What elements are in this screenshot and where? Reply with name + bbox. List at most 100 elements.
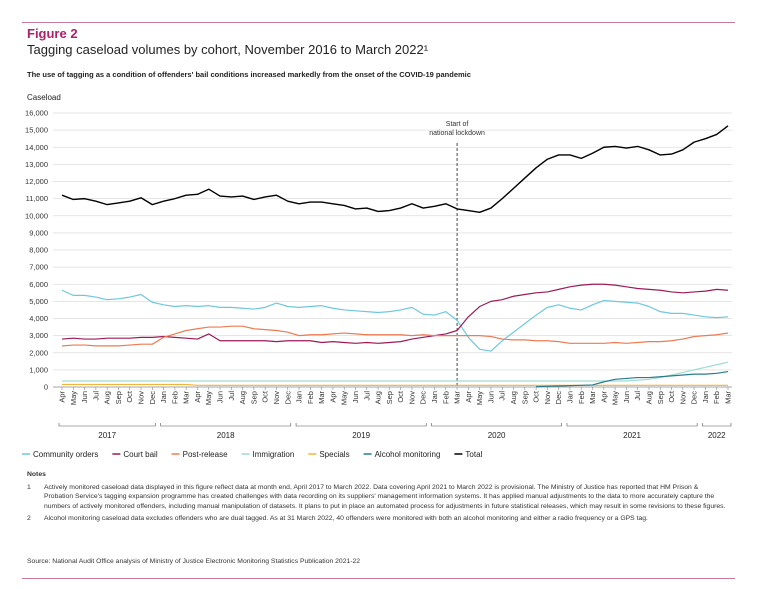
legend-label: Alcohol monitoring — [375, 450, 441, 459]
x-tick-label: Jul — [91, 391, 100, 401]
x-tick-label: Dec — [554, 391, 563, 405]
x-tick-label: Mar — [182, 391, 191, 404]
series-line — [61, 125, 729, 214]
year-bracket — [160, 423, 292, 427]
series-line — [62, 383, 728, 386]
year-bracket — [702, 423, 732, 427]
year-bracket — [58, 423, 156, 427]
series-line — [61, 289, 729, 352]
x-tick-label: Apr — [464, 390, 473, 402]
x-tick-label: Feb — [577, 391, 586, 404]
figure-label: Figure 2 — [27, 26, 78, 41]
y-tick-label: 7,000 — [29, 263, 48, 272]
top-rule — [22, 22, 735, 23]
y-tick-label: 6,000 — [29, 280, 48, 289]
year-bracket — [295, 423, 427, 427]
x-tick-label: Nov — [678, 391, 687, 405]
x-tick-label: Jan — [295, 391, 304, 403]
x-tick-label: Aug — [374, 391, 383, 404]
x-tick-label: Feb — [712, 391, 721, 404]
x-tick-label: Sep — [520, 391, 529, 404]
x-tick-label: Oct — [125, 390, 134, 403]
x-tick-label: Mar — [724, 391, 733, 404]
notes: Notes 1 Actively monitored caseload data … — [27, 470, 727, 527]
y-tick-label: 8,000 — [29, 246, 48, 255]
y-tick-label: 9,000 — [29, 228, 48, 237]
y-tick-label: 2,000 — [29, 348, 48, 357]
annotation: national lockdown — [429, 130, 485, 137]
x-tick-label: Nov — [543, 391, 552, 405]
x-tick-label: Jun — [486, 391, 495, 403]
series-line — [62, 361, 729, 382]
x-tick-label: Aug — [644, 391, 653, 404]
series-line — [536, 370, 729, 388]
chart-subtitle: The use of tagging as a condition of off… — [27, 70, 471, 79]
year-label: 2017 — [98, 431, 116, 440]
y-tick-label: 0 — [44, 383, 48, 392]
year-bracket — [431, 423, 562, 427]
x-tick-label: Dec — [419, 391, 428, 405]
x-tick-label: Sep — [656, 391, 665, 404]
x-tick-label: Aug — [103, 391, 112, 404]
x-tick-label: Apr — [58, 390, 67, 402]
x-tick-label: Aug — [238, 391, 247, 404]
x-tick-label: Jul — [498, 391, 507, 401]
year-label: 2022 — [708, 431, 726, 440]
notes-heading: Notes — [27, 471, 46, 478]
x-tick-label: Mar — [317, 391, 326, 404]
x-tick-label: Jun — [216, 391, 225, 403]
y-tick-label: 15,000 — [25, 126, 48, 135]
x-tick-label: Apr — [599, 390, 608, 402]
y-tick-label: 11,000 — [26, 194, 48, 203]
year-label: 2020 — [488, 431, 506, 440]
x-tick-label: Nov — [407, 391, 416, 405]
legend-label: Total — [465, 450, 482, 459]
x-tick-label: Mar — [588, 391, 597, 404]
note-number: 1 — [27, 483, 31, 491]
note-text: Alcohol monitoring caseload data exclude… — [44, 515, 648, 522]
note-number: 2 — [27, 515, 31, 522]
year-label: 2021 — [623, 431, 641, 440]
annotation: Start of — [446, 121, 469, 128]
bottom-rule — [22, 578, 735, 579]
x-tick-label: Oct — [667, 390, 676, 403]
x-tick-label: Oct — [396, 390, 405, 403]
y-tick-label: 13,000 — [25, 160, 48, 169]
y-tick-label: 4,000 — [29, 314, 48, 323]
y-axis-label: Caseload — [27, 93, 61, 102]
legend-label: Community orders — [33, 450, 98, 459]
x-tick-label: Feb — [441, 391, 450, 404]
x-tick-label: Jul — [227, 391, 236, 401]
x-tick-label: May — [340, 391, 349, 405]
x-tick-label: Feb — [306, 391, 315, 404]
source: Source: National Audit Office analysis o… — [27, 558, 361, 565]
x-tick-label: Oct — [261, 390, 270, 403]
x-tick-label: Sep — [385, 391, 394, 404]
y-tick-label: 12,000 — [25, 177, 48, 186]
legend-label: Post-release — [183, 450, 228, 459]
x-tick-label: May — [204, 391, 213, 405]
x-tick-label: May — [611, 391, 620, 405]
x-tick-label: Jan — [159, 391, 168, 403]
y-tick-label: 14,000 — [25, 143, 48, 152]
legend-label: Immigration — [253, 450, 295, 459]
x-tick-label: Jul — [362, 391, 371, 401]
x-tick-label: May — [475, 391, 484, 405]
year-label: 2019 — [352, 431, 370, 440]
x-tick-label: Dec — [690, 391, 699, 405]
series-line — [61, 283, 729, 344]
x-tick-label: Dec — [283, 391, 292, 405]
y-tick-label: 10,000 — [25, 211, 48, 220]
note: 2 Alcohol monitoring caseload data exclud… — [27, 514, 727, 524]
x-tick-label: Jun — [351, 391, 360, 403]
y-tick-label: 5,000 — [29, 297, 48, 306]
x-tick-label: Apr — [328, 390, 337, 402]
legend-label: Specials — [319, 450, 349, 459]
chart-title: Tagging caseload volumes by cohort, Nove… — [27, 42, 429, 57]
x-tick-label: Jan — [565, 391, 574, 403]
x-tick-label: Aug — [509, 391, 518, 404]
legend-label: Court bail — [123, 450, 157, 459]
x-tick-label: Jun — [622, 391, 631, 403]
y-tick-label: 1,000 — [29, 365, 48, 374]
